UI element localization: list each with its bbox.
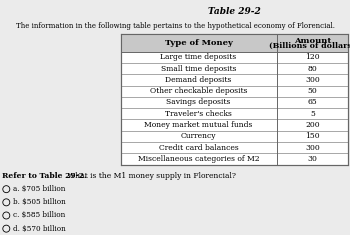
Bar [121, 34, 348, 164]
Bar [121, 34, 348, 52]
Text: b. $505 billion: b. $505 billion [13, 198, 66, 206]
Text: 200: 200 [305, 121, 320, 129]
Text: Type of Money: Type of Money [165, 39, 232, 47]
Text: 80: 80 [308, 65, 317, 73]
Text: Table 29-2: Table 29-2 [208, 7, 261, 16]
Text: Large time deposits: Large time deposits [161, 53, 237, 61]
Text: 150: 150 [305, 132, 320, 140]
Text: Savings deposits: Savings deposits [167, 98, 231, 106]
Text: What is the M1 money supply in Florencial?: What is the M1 money supply in Florencia… [65, 172, 236, 180]
Text: 50: 50 [308, 87, 317, 95]
Text: d. $570 billion: d. $570 billion [13, 225, 66, 233]
Text: Miscellaneous categories of M2: Miscellaneous categories of M2 [138, 155, 259, 163]
Text: c. $585 billion: c. $585 billion [13, 212, 65, 219]
Text: 120: 120 [305, 53, 320, 61]
Text: 300: 300 [305, 144, 320, 152]
Text: Credit card balances: Credit card balances [159, 144, 238, 152]
Text: 30: 30 [307, 155, 317, 163]
Text: (Billions of dollars): (Billions of dollars) [269, 42, 350, 50]
Text: 5: 5 [310, 110, 315, 118]
Text: Refer to Table 29-2.: Refer to Table 29-2. [2, 172, 86, 180]
Text: Demand deposits: Demand deposits [166, 76, 232, 84]
Text: Small time deposits: Small time deposits [161, 65, 236, 73]
Text: Money market mutual funds: Money market mutual funds [145, 121, 253, 129]
Text: a. $705 billion: a. $705 billion [13, 185, 66, 193]
Text: Other checkable deposits: Other checkable deposits [150, 87, 247, 95]
Text: Traveler's checks: Traveler's checks [165, 110, 232, 118]
Text: 300: 300 [305, 76, 320, 84]
Text: Amount: Amount [294, 37, 331, 45]
Text: Currency: Currency [181, 132, 216, 140]
Text: 65: 65 [308, 98, 317, 106]
Text: The information in the following table pertains to the hypothetical economy of F: The information in the following table p… [15, 22, 335, 30]
